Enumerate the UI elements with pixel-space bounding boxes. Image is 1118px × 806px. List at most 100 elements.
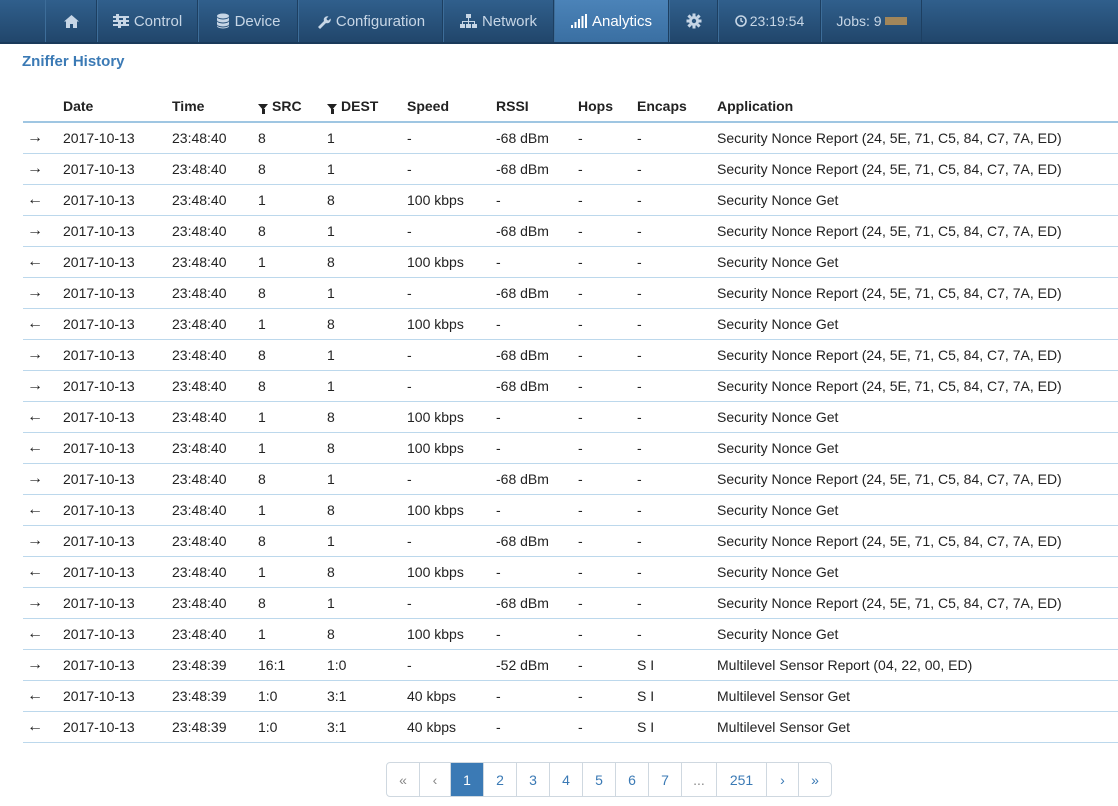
cell-date: 2017-10-13 bbox=[63, 308, 172, 340]
header-encaps[interactable]: Encaps bbox=[637, 91, 717, 123]
cell-speed: 100 kbps bbox=[407, 494, 496, 526]
table-row[interactable]: ← 2017-10-13 23:48:40 1 8 100 kbps - - - Security… bbox=[23, 184, 1118, 216]
cell-time: 23:48:40 bbox=[172, 370, 258, 402]
prev-page-button[interactable]: ‹ bbox=[420, 763, 451, 796]
nav-configuration[interactable]: Configuration bbox=[298, 0, 443, 42]
table-row[interactable]: ← 2017-10-13 23:48:40 1 8 100 kbps - - - Security… bbox=[23, 494, 1118, 526]
cell-application: Security Nonce Report (24, 5E, 71, C5, 8… bbox=[717, 215, 1118, 247]
header-time[interactable]: Time bbox=[172, 91, 258, 123]
cell-time: 23:48:40 bbox=[172, 494, 258, 526]
page-7[interactable]: 7 bbox=[649, 763, 682, 796]
cell-hops: - bbox=[578, 525, 637, 557]
table-row[interactable]: ← 2017-10-13 23:48:40 1 8 100 kbps - - - Security… bbox=[23, 246, 1118, 278]
page-1[interactable]: 1 bbox=[451, 763, 484, 796]
cell-speed: 100 kbps bbox=[407, 308, 496, 340]
cell-dest: 1 bbox=[327, 587, 407, 619]
table-row[interactable]: → 2017-10-13 23:48:40 8 1- -68 dBm - - Security … bbox=[23, 277, 1118, 309]
page-2[interactable]: 2 bbox=[484, 763, 517, 796]
next-page-button[interactable]: › bbox=[767, 763, 799, 796]
table-row[interactable]: → 2017-10-13 23:48:40 8 1- -68 dBm - - Security … bbox=[23, 215, 1118, 247]
header-direction bbox=[23, 91, 63, 123]
table-row[interactable]: → 2017-10-13 23:48:40 8 1- -68 dBm - - Security … bbox=[23, 587, 1118, 619]
cell-src: 1 bbox=[258, 556, 327, 588]
table-row[interactable]: → 2017-10-13 23:48:40 8 1- -68 dBm - - Security … bbox=[23, 339, 1118, 371]
header-dest[interactable]: DEST bbox=[327, 91, 407, 123]
page-3[interactable]: 3 bbox=[517, 763, 550, 796]
jobs-progress-bar bbox=[884, 17, 907, 25]
cell-date: 2017-10-13 bbox=[63, 649, 172, 681]
cell-date: 2017-10-13 bbox=[63, 370, 172, 402]
table-row[interactable]: → 2017-10-13 23:48:40 8 1- -68 dBm - - Security … bbox=[23, 370, 1118, 402]
cell-encaps: - bbox=[637, 494, 717, 526]
cell-application: Security Nonce Get bbox=[717, 184, 1118, 216]
filter-icon[interactable] bbox=[258, 104, 268, 114]
table-row[interactable]: ← 2017-10-13 23:48:40 1 8 100 kbps - - - Security… bbox=[23, 618, 1118, 650]
cell-hops: - bbox=[578, 122, 637, 154]
cell-rssi: - bbox=[496, 494, 578, 526]
table-row[interactable]: → 2017-10-13 23:48:40 8 1- -68 dBm - - Security … bbox=[23, 122, 1118, 154]
first-page-button[interactable]: « bbox=[387, 763, 420, 796]
nav-control-label: Control bbox=[133, 12, 183, 30]
cell-speed: 100 kbps bbox=[407, 618, 496, 650]
nav-configuration-label: Configuration bbox=[335, 12, 426, 30]
cell-src: 1 bbox=[258, 401, 327, 433]
nav-control[interactable]: Control bbox=[97, 0, 198, 42]
nav-device[interactable]: Device bbox=[198, 0, 298, 42]
cell-encaps: - bbox=[637, 618, 717, 650]
cell-dest: 1 bbox=[327, 370, 407, 402]
nav-jobs[interactable]: Jobs: 9 bbox=[821, 0, 922, 42]
cell-src: 8 bbox=[258, 215, 327, 247]
table-row[interactable]: ← 2017-10-13 23:48:40 1 8 100 kbps - - - Security… bbox=[23, 401, 1118, 433]
table-row[interactable]: → 2017-10-13 23:48:40 8 1- -68 dBm - - Security … bbox=[23, 463, 1118, 495]
last-page-button[interactable]: » bbox=[811, 771, 819, 788]
page-4[interactable]: 4 bbox=[550, 763, 583, 796]
cell-encaps: S I bbox=[637, 680, 717, 712]
nav-home[interactable] bbox=[45, 0, 97, 42]
cell-time: 23:48:39 bbox=[172, 711, 258, 743]
cell-application: Security Nonce Report (24, 5E, 71, C5, 8… bbox=[717, 153, 1118, 185]
cell-hops: - bbox=[578, 587, 637, 619]
page-251[interactable]: 251 bbox=[717, 763, 767, 796]
cell-rssi: - bbox=[496, 308, 578, 340]
cell-date: 2017-10-13 bbox=[63, 618, 172, 650]
cell-dest: 1 bbox=[327, 277, 407, 309]
header-rssi[interactable]: RSSI bbox=[496, 91, 578, 123]
cell-dest: 8 bbox=[327, 308, 407, 340]
cell-encaps: S I bbox=[637, 649, 717, 681]
cell-speed: 100 kbps bbox=[407, 184, 496, 216]
header-date[interactable]: Date bbox=[63, 91, 172, 123]
cell-date: 2017-10-13 bbox=[63, 711, 172, 743]
cell-rssi: -68 dBm bbox=[496, 215, 578, 247]
cell-time: 23:48:40 bbox=[172, 153, 258, 185]
table-row[interactable]: → 2017-10-13 23:48:40 8 1- -68 dBm - - Security … bbox=[23, 525, 1118, 557]
cell-speed: - bbox=[407, 370, 496, 402]
header-speed[interactable]: Speed bbox=[407, 91, 496, 123]
page-6[interactable]: 6 bbox=[616, 763, 649, 796]
table-row[interactable]: ← 2017-10-13 23:48:40 1 8 100 kbps - - - Security… bbox=[23, 556, 1118, 588]
cell-application: Security Nonce Report (24, 5E, 71, C5, 8… bbox=[717, 525, 1118, 557]
cell-hops: - bbox=[578, 556, 637, 588]
cell-src: 8 bbox=[258, 463, 327, 495]
nav-analytics[interactable]: Analytics bbox=[554, 0, 669, 42]
filter-icon[interactable] bbox=[327, 104, 337, 114]
header-application[interactable]: Application bbox=[717, 91, 1118, 123]
nav-network[interactable]: Network bbox=[443, 0, 554, 42]
table-row[interactable]: ← 2017-10-13 23:48:40 1 8 100 kbps - - - Security… bbox=[23, 432, 1118, 464]
cell-rssi: -68 dBm bbox=[496, 122, 578, 154]
cell-encaps: - bbox=[637, 556, 717, 588]
header-hops[interactable]: Hops bbox=[578, 91, 637, 123]
nav-settings[interactable] bbox=[669, 0, 718, 42]
page-5[interactable]: 5 bbox=[583, 763, 616, 796]
cell-hops: - bbox=[578, 463, 637, 495]
cell-dest: 8 bbox=[327, 246, 407, 278]
cell-time: 23:48:40 bbox=[172, 618, 258, 650]
table-row[interactable]: → 2017-10-13 23:48:40 8 1- -68 dBm - - Security … bbox=[23, 153, 1118, 185]
table-row[interactable]: ← 2017-10-13 23:48:40 1 8 100 kbps - - - Security… bbox=[23, 308, 1118, 340]
header-src[interactable]: SRC bbox=[258, 91, 327, 123]
cell-speed: - bbox=[407, 277, 496, 309]
cell-time: 23:48:40 bbox=[172, 308, 258, 340]
table-row[interactable]: ← 2017-10-13 23:48:39 1:0 3:1 40 kbps - - S I Mul… bbox=[23, 680, 1118, 712]
table-row[interactable]: → 2017-10-13 23:48:39 16:1 1:0- -52 dBm - S I Mu… bbox=[23, 649, 1118, 681]
cell-application: Security Nonce Get bbox=[717, 432, 1118, 464]
table-row[interactable]: ← 2017-10-13 23:48:39 1:0 3:1 40 kbps - - S I Mul… bbox=[23, 711, 1118, 743]
